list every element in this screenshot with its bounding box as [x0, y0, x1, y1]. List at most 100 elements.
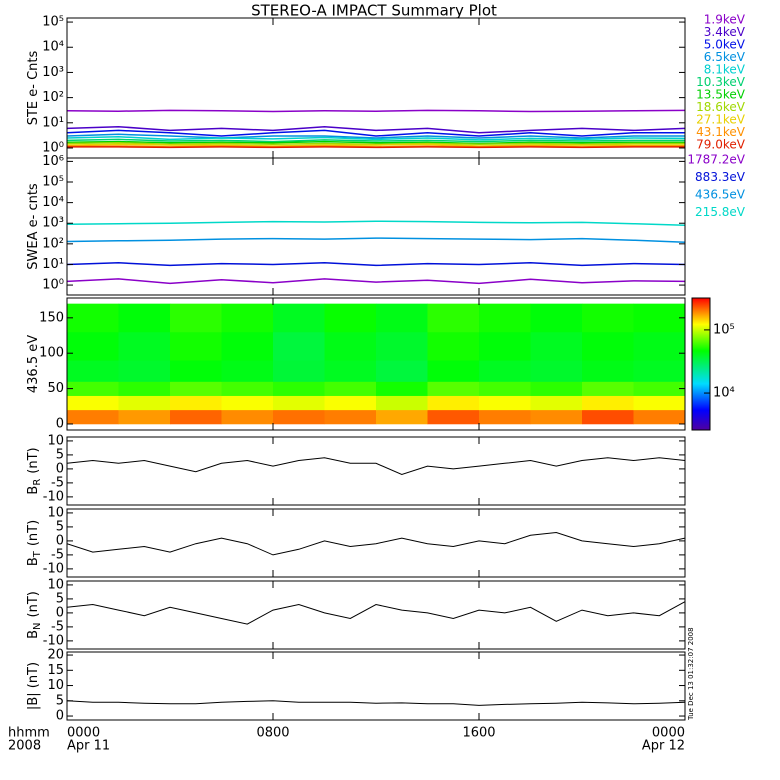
heat-cell	[273, 303, 325, 333]
heat-cell	[273, 331, 325, 361]
y-tick-label: 0	[56, 605, 64, 620]
legend-entry: 18.6keV	[696, 100, 746, 114]
panel	[67, 457, 685, 476]
series-line	[67, 220, 685, 226]
heat-cell	[479, 360, 531, 382]
heat-cell	[427, 360, 480, 382]
heat-cell	[170, 395, 222, 411]
heat-cell	[118, 395, 171, 411]
y-tick-label: 5	[56, 519, 64, 534]
legend-entry: 215.8eV	[695, 205, 746, 219]
heat-cell	[582, 303, 634, 333]
series-line	[67, 140, 685, 145]
heat-cell	[530, 303, 583, 333]
x-tick-label: 0000	[67, 726, 100, 741]
y-axis-label: BN(nT)	[26, 591, 44, 639]
heat-cell	[170, 331, 222, 361]
legend-entry: 79.0keV	[696, 138, 746, 152]
series-line	[67, 457, 685, 476]
series-line	[67, 133, 685, 139]
y-tick-label: 10	[47, 433, 64, 448]
heat-cell	[530, 381, 583, 396]
heat-cell	[67, 331, 119, 361]
heat-cell	[221, 360, 274, 382]
y-tick-label: 10³	[42, 216, 64, 231]
timestamp: Tue Dec 13 01:32:07 2008	[687, 627, 695, 721]
heat-cell	[170, 303, 222, 333]
y-tick-label: 50	[47, 381, 64, 396]
heat-cell	[376, 395, 428, 411]
series-line	[67, 146, 685, 149]
y-axis-label: |B| (nT)	[26, 662, 41, 710]
panel	[67, 700, 685, 706]
legend-entry: 1787.2eV	[687, 153, 745, 167]
series-line	[67, 601, 685, 625]
heat-cell	[633, 303, 685, 333]
heat-cell	[170, 381, 222, 396]
heat-cell	[633, 395, 685, 411]
y-tick-label: 10	[47, 505, 64, 520]
colorbar-tick-label: 10⁴	[713, 386, 735, 401]
x-tick-label: 0800	[256, 726, 289, 741]
y-tick-label: 10	[47, 678, 64, 693]
heat-cell	[67, 360, 119, 382]
series-line	[67, 700, 685, 706]
heat-cell	[376, 409, 428, 425]
heat-cell	[633, 360, 685, 382]
series-line	[67, 531, 685, 556]
heat-cell	[376, 303, 428, 333]
heat-cell	[530, 395, 583, 411]
heat-cell	[376, 360, 428, 382]
heat-cell	[376, 381, 428, 396]
panel	[67, 303, 685, 425]
heat-cell	[427, 381, 480, 396]
y-tick-label: 5	[56, 591, 64, 606]
heat-cell	[273, 360, 325, 382]
panel-frame	[66, 436, 686, 506]
heat-cell	[324, 381, 377, 396]
y-tick-label: 20	[47, 648, 64, 663]
y-tick-label: -10	[43, 489, 64, 504]
y-tick-label: 5	[56, 693, 64, 708]
heat-cell	[582, 360, 634, 382]
heat-cell	[479, 331, 531, 361]
y-tick-label: -5	[51, 475, 64, 490]
heat-cell	[118, 409, 171, 425]
panel-frame	[66, 297, 686, 431]
y-axis-label: SWEA e- cnts	[26, 183, 41, 270]
y-tick-label: 0	[56, 533, 64, 548]
y-tick-label: 10¹	[42, 257, 64, 272]
heat-cell	[324, 360, 377, 382]
heat-cell	[221, 303, 274, 333]
heat-cell	[479, 409, 531, 425]
y-tick-label: 10⁴	[42, 195, 64, 210]
heat-cell	[118, 303, 171, 333]
y-tick-label: -5	[51, 547, 64, 562]
heat-cell	[118, 360, 171, 382]
heat-cell	[221, 409, 274, 425]
y-tick-label: 5	[56, 447, 64, 462]
heat-cell	[376, 331, 428, 361]
y-tick-label: 10⁰	[42, 278, 64, 293]
y-axis-label: 436.5 eV	[26, 335, 41, 393]
y-tick-label: 0	[56, 416, 64, 431]
heat-cell	[221, 331, 274, 361]
heat-cell	[633, 331, 685, 361]
heat-cell	[582, 381, 634, 396]
heat-cell	[582, 331, 634, 361]
heat-cell	[67, 395, 119, 411]
legend-entry: 6.5keV	[704, 50, 746, 64]
series-line	[67, 142, 685, 146]
y-tick-label: 10⁵	[42, 175, 64, 190]
colorbar	[691, 297, 711, 431]
legend-entry: 10.3keV	[696, 75, 746, 89]
series-line	[67, 109, 685, 113]
series-line	[67, 129, 685, 137]
heat-cell	[221, 381, 274, 396]
legend-entry: 8.1keV	[704, 63, 746, 77]
legend-entry: 3.4keV	[704, 25, 746, 39]
heat-cell	[479, 303, 531, 333]
y-tick-label: 10⁶	[42, 154, 64, 169]
y-tick-label: 0	[56, 461, 64, 476]
y-tick-label: 10²	[42, 90, 64, 105]
